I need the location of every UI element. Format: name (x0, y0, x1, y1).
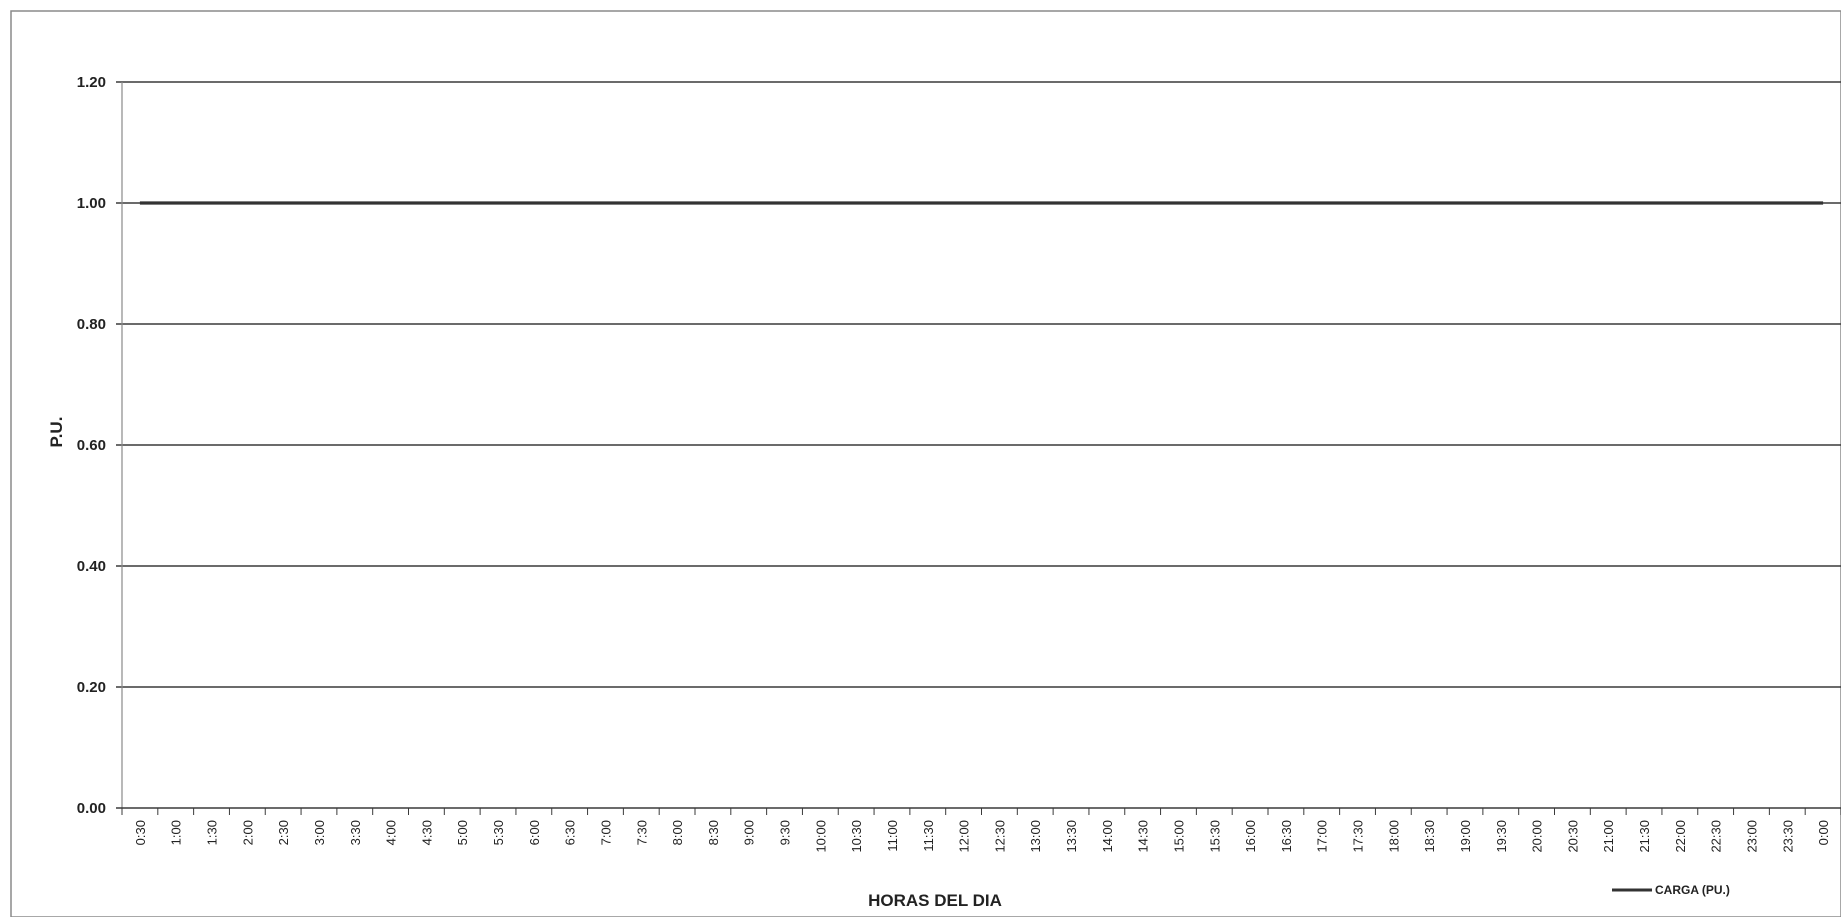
legend-label: CARGA (PU.) (1655, 883, 1730, 897)
x-tick-label: 19:00 (1458, 820, 1473, 853)
x-tick-label: 19:30 (1494, 820, 1509, 853)
x-tick-label: 9:30 (778, 820, 793, 845)
x-tick-label: 0:00 (1816, 820, 1831, 845)
y-tick-label: 1.00 (77, 195, 106, 212)
x-tick-label: 6:00 (527, 820, 542, 845)
chart-frame (10, 10, 1841, 918)
x-tick-label: 17:30 (1351, 820, 1366, 853)
x-tick-label: 13:00 (1028, 820, 1043, 853)
x-tick-label: 10:30 (849, 820, 864, 853)
y-axis-title: P.U. (47, 417, 66, 448)
x-tick-label: 21:00 (1601, 820, 1616, 853)
x-tick-label: 23:30 (1780, 820, 1795, 853)
x-tick-label: 1:00 (169, 820, 184, 845)
y-tick-labels: 0.00 0.20 0.40 0.60 0.80 1.00 1.20 (77, 74, 106, 817)
x-tick-label: 8:30 (706, 820, 721, 845)
x-tick-label: 16:30 (1279, 820, 1294, 853)
x-tick-label: 0:30 (133, 820, 148, 845)
x-tick-label: 2:30 (276, 820, 291, 845)
x-tick-label: 10:00 (813, 820, 828, 853)
y-tick-label: 0.40 (77, 558, 106, 575)
x-tick-label: 15:00 (1171, 820, 1186, 853)
x-tick-label: 1:30 (205, 820, 220, 845)
x-tick-label: 11:30 (921, 820, 936, 852)
x-tick-label: 12:30 (992, 820, 1007, 853)
x-tick-label: 4:00 (384, 820, 399, 845)
x-tick-label: 15:30 (1207, 820, 1222, 853)
x-tick-label: 21:30 (1637, 820, 1652, 853)
x-tick-label: 9:00 (742, 820, 757, 845)
y-tick-label: 0.20 (77, 679, 106, 696)
x-tick-label: 7:00 (598, 820, 613, 845)
x-tick-label: 12:00 (957, 820, 972, 853)
y-tick-label: 1.20 (77, 74, 106, 91)
axes (116, 82, 1841, 815)
x-axis-title: HORAS DEL DIA (868, 891, 1002, 910)
x-tick-label: 11:00 (885, 820, 900, 852)
x-tick-label: 18:30 (1422, 820, 1437, 853)
x-tick-label: 3:30 (348, 820, 363, 845)
x-tick-label: 22:30 (1709, 820, 1724, 853)
x-tick-label: 6:30 (563, 820, 578, 845)
x-tick-label: 18:00 (1386, 820, 1401, 853)
x-tick-labels: 0:30 1:00 1:30 2:00 2:30 3:00 3:30 4:00 4:30 5:00… (133, 820, 1831, 853)
x-tick-label: 13:30 (1064, 820, 1079, 853)
legend: CARGA (PU.) (1612, 883, 1730, 897)
x-tick-label: 5:30 (491, 820, 506, 845)
x-tick-label: 5:00 (455, 820, 470, 845)
x-tick-label: 14:30 (1136, 820, 1151, 853)
x-tick-label: 20:00 (1530, 820, 1545, 853)
x-tick-label: 4:30 (419, 820, 434, 845)
x-tick-label: 16:00 (1243, 820, 1258, 853)
x-tick-label: 20:30 (1565, 820, 1580, 853)
x-tick-label: 17:00 (1315, 820, 1330, 853)
x-tick-label: 22:00 (1673, 820, 1688, 853)
x-tick-label: 8:00 (670, 820, 685, 845)
y-tick-label: 0.00 (77, 800, 106, 817)
x-tick-label: 23:00 (1744, 820, 1759, 853)
y-tick-label: 0.80 (77, 316, 106, 333)
x-tick-label: 14:00 (1100, 820, 1115, 853)
x-tick-label: 3:00 (312, 820, 327, 845)
y-tick-label: 0.60 (77, 437, 106, 454)
x-tick-label: 2:00 (240, 820, 255, 845)
x-tick-label: 7:30 (634, 820, 649, 845)
